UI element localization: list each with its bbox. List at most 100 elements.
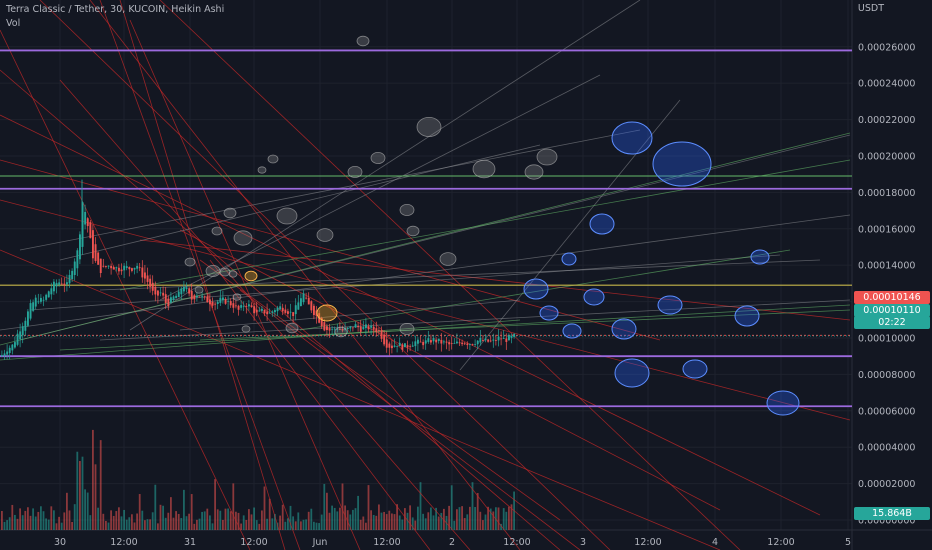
volume-bar (502, 508, 505, 530)
volume-bar (133, 522, 136, 530)
red-trend-line (89, 0, 521, 550)
red-trend-line (0, 199, 851, 421)
candle-body (430, 340, 432, 343)
candle-body (177, 291, 180, 297)
volume-bar (201, 511, 203, 530)
volume-bar (34, 516, 37, 530)
candle-body (495, 340, 497, 341)
volume-bar (196, 519, 198, 530)
volume-bar (157, 523, 159, 530)
blue-circle (583, 288, 605, 306)
grey-circle (370, 151, 386, 164)
volume-bar (242, 515, 245, 530)
candle-body (440, 339, 443, 344)
candle-body (294, 305, 297, 315)
candle-body (183, 286, 185, 292)
candle-body (349, 326, 352, 329)
grey-trend-line (0, 214, 851, 331)
grey-circle (285, 322, 299, 334)
volume-bar (323, 483, 326, 530)
candle-body (245, 306, 248, 307)
green-trend-line (59, 304, 851, 351)
candle-body (315, 310, 318, 316)
volume-bar (450, 485, 453, 530)
red-trend-line (0, 29, 251, 550)
candle-body (313, 305, 315, 316)
candle-body (328, 328, 331, 331)
volume-bar (141, 510, 144, 530)
candle-body (266, 311, 269, 315)
volume-bar (216, 509, 219, 530)
candle-body (190, 290, 193, 300)
currency-label[interactable]: USDT (857, 3, 884, 14)
grey-circle (416, 117, 442, 138)
candle-body (466, 343, 469, 346)
candle-body (115, 267, 118, 269)
volume-bar (219, 510, 222, 530)
volume-bar (190, 494, 193, 530)
candle-body (258, 310, 261, 312)
volume-bar (97, 507, 99, 530)
volume-bar (29, 515, 32, 530)
candle-body (281, 307, 284, 312)
volume-bar (456, 509, 458, 530)
x-tick-label: 12:00 (767, 537, 794, 548)
candle-body (448, 342, 451, 345)
candle-body (297, 302, 300, 310)
candle-body (76, 250, 79, 269)
volume-bar (71, 521, 73, 530)
volume-bar (105, 520, 107, 530)
candle-body (445, 341, 448, 343)
candle-body (367, 326, 370, 330)
volume-bar (357, 495, 359, 530)
volume-bar (305, 519, 307, 530)
candle-body (120, 269, 123, 272)
candle-body (198, 296, 201, 298)
candle-body (250, 305, 253, 308)
candle-body (214, 303, 217, 305)
volume-bar (401, 519, 404, 530)
candle-body (40, 297, 42, 302)
volume-label[interactable]: Vol (6, 18, 21, 29)
candle-body (497, 336, 500, 341)
red-trend-line (239, 289, 581, 550)
candle-body (71, 270, 74, 280)
volume-bar (255, 520, 258, 530)
grey-circle (536, 148, 558, 166)
candle-body (469, 344, 471, 345)
volume-bar (167, 512, 170, 530)
blue-circle (611, 318, 637, 340)
volume-bar (60, 522, 63, 530)
volume-bar (497, 507, 500, 530)
candle-body (110, 265, 113, 269)
candle-body (396, 345, 399, 347)
volume-bar (284, 521, 287, 530)
candle-body (276, 307, 279, 312)
volume-bar (193, 523, 196, 530)
grey-circle (399, 203, 415, 216)
candle-body (331, 328, 334, 330)
symbol-title[interactable]: Terra Classic / Tether, 30, KUCOIN, Heik… (6, 4, 225, 15)
candle-body (216, 301, 219, 305)
grey-trend-line (159, 74, 601, 301)
candle-body (263, 309, 266, 314)
volume-bar (151, 512, 154, 530)
blue-circle (589, 213, 615, 235)
candle-body (302, 293, 305, 303)
volume-bar (292, 516, 294, 530)
candle-body (131, 268, 133, 271)
candle-body (154, 286, 157, 295)
volume-bar (8, 517, 11, 530)
volume-bar (3, 521, 6, 530)
volume-bar (396, 504, 398, 530)
candle-body (279, 306, 282, 310)
volume-bar (414, 520, 417, 530)
volume-bar (466, 514, 469, 530)
candle-body (128, 267, 131, 270)
blue-circle (734, 305, 760, 327)
candle-body (305, 297, 308, 299)
candle-body (474, 344, 477, 345)
volume-bar (370, 510, 372, 530)
volume-bar (482, 520, 484, 530)
